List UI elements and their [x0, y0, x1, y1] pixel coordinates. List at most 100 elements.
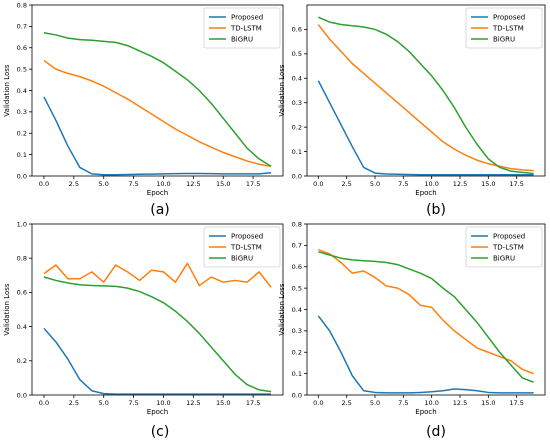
y-tick-label-d: 0.1 [292, 370, 302, 378]
y-axis-label-b: Validation Loss [278, 64, 286, 116]
x-tick-label-a: 10.0 [156, 180, 170, 188]
x-axis-label-b: Epoch [415, 189, 436, 197]
y-tick-label-d: 0.6 [292, 263, 302, 271]
legend-label-c-td-lstm: TD-LSTM [230, 244, 262, 252]
legend-label-d-td-lstm: TD-LSTM [492, 244, 524, 252]
legend-box-d [465, 226, 543, 268]
y-tick-label-d: 0.8 [292, 220, 302, 228]
plot-frame-b [306, 4, 546, 177]
legend-label-b-td-lstm: TD-LSTM [492, 25, 524, 33]
y-tick-label-b: 0.6 [292, 26, 302, 34]
y-tick-label-b: 0.0 [292, 172, 302, 180]
y-tick-label-a: 0.5 [17, 65, 27, 73]
x-axis-label-a: Epoch [147, 189, 168, 197]
y-tick-label-c: 0.6 [17, 289, 27, 297]
x-axis-label-c: Epoch [147, 408, 168, 416]
legend-label-a-td-lstm: TD-LSTM [230, 25, 262, 33]
legend-box-c [203, 226, 281, 268]
legend-box-a [203, 7, 281, 49]
x-tick-label-b: 12.5 [453, 180, 467, 188]
x-tick-label-a: 2.5 [69, 180, 79, 188]
x-tick-label-d: 7.5 [398, 399, 408, 407]
y-tick-label-c: 0.8 [17, 255, 27, 263]
legend-label-b-proposed: Proposed [493, 14, 525, 22]
legend-box-b [465, 7, 543, 49]
series-line-c-td-lstm [43, 262, 272, 288]
legend-label-a-bigru: BiGRU [231, 36, 253, 44]
legend-label-d-bigru: BiGRU [493, 255, 515, 263]
x-tick-label-d: 10.0 [424, 399, 438, 407]
legend-label-d-proposed: Proposed [493, 233, 525, 241]
series-line-d-bigru [318, 251, 534, 383]
series-line-c-bigru [43, 276, 272, 393]
y-tick-label-a: 0.1 [17, 151, 27, 159]
y-tick-label-a: 0.2 [17, 130, 27, 138]
series-line-d-td-lstm [318, 248, 534, 375]
x-tick-label-d: 12.5 [453, 399, 467, 407]
y-tick-label-a: 0.0 [17, 172, 27, 180]
x-tick-label-c: 7.5 [128, 399, 138, 407]
legend-label-c-proposed: Proposed [231, 233, 263, 241]
panel-caption-c: (c) [151, 424, 170, 440]
series-line-c-proposed [43, 327, 272, 395]
y-tick-label-b: 0.4 [292, 75, 302, 83]
x-tick-label-b: 15.0 [481, 180, 495, 188]
x-tick-label-b: 17.5 [509, 180, 523, 188]
y-axis-label-a: Validation Loss [3, 64, 11, 116]
x-tick-label-c: 0.0 [39, 399, 49, 407]
y-tick-label-b: 0.3 [292, 99, 302, 107]
x-tick-label-a: 0.0 [39, 180, 49, 188]
x-tick-label-b: 0.0 [313, 180, 323, 188]
legend-b: Proposed TD-LSTM BiGRU [465, 7, 543, 49]
y-tick-label-a: 0.6 [17, 44, 27, 52]
series-line-a-td-lstm [43, 59, 272, 168]
x-tick-label-d: 15.0 [481, 399, 495, 407]
x-tick-label-b: 2.5 [341, 180, 351, 188]
panel-caption-d: (d) [426, 424, 446, 440]
legend-label-c-bigru: BiGRU [231, 255, 253, 263]
series-line-a-bigru [43, 32, 272, 168]
y-tick-label-d: 0.4 [292, 306, 302, 314]
series-line-a-proposed [43, 96, 272, 176]
y-tick-label-d: 0.5 [292, 284, 302, 292]
y-tick-label-c: 1.0 [17, 220, 27, 228]
x-tick-label-b: 5.0 [370, 180, 380, 188]
x-tick-label-c: 5.0 [99, 399, 109, 407]
plot-frame-c [31, 223, 284, 396]
y-tick-label-d: 0.7 [292, 242, 302, 250]
series-line-d-proposed [317, 315, 534, 394]
x-tick-label-c: 10.0 [156, 399, 170, 407]
x-tick-label-a: 15.0 [216, 180, 230, 188]
y-tick-label-d: 0.0 [292, 391, 302, 399]
legend-c: Proposed TD-LSTM BiGRU [203, 226, 281, 268]
series-line-b-bigru [318, 16, 534, 175]
y-tick-label-b: 0.1 [292, 148, 302, 156]
y-tick-label-a: 0.7 [17, 23, 27, 31]
x-tick-label-d: 5.0 [370, 399, 380, 407]
x-tick-label-c: 2.5 [69, 399, 79, 407]
y-tick-label-c: 0.2 [17, 357, 27, 365]
legend-label-a-proposed: Proposed [231, 14, 263, 22]
x-tick-label-d: 2.5 [341, 399, 351, 407]
y-tick-label-a: 0.3 [17, 108, 27, 116]
panel-caption-a: (a) [150, 202, 170, 218]
y-tick-label-a: 0.8 [17, 1, 27, 9]
y-tick-label-c: 0.0 [17, 391, 27, 399]
y-tick-label-c: 0.4 [17, 323, 27, 331]
x-tick-label-a: 5.0 [99, 180, 109, 188]
y-axis-label-d: Validation Loss [278, 283, 286, 335]
chart-panel-a: 0.0 2.5 5.0 7.5 10.0 12.5 15.0 17.5 0.0 0.1 0.2 0.3… [3, 1, 284, 197]
y-tick-label-d: 0.3 [292, 327, 302, 335]
x-tick-label-a: 17.5 [246, 180, 260, 188]
legend-d: Proposed TD-LSTM BiGRU [465, 226, 543, 268]
x-tick-label-b: 7.5 [398, 180, 408, 188]
chart-panel-c: 0.0 2.5 5.0 7.5 10.0 12.5 15.0 17.5 0.0 0.2 0.4 0.6… [3, 220, 284, 416]
x-tick-label-c: 17.5 [246, 399, 260, 407]
chart-panel-b: 0.0 2.5 5.0 7.5 10.0 12.5 15.0 17.5 0.0 0.1 0.2 0.3… [278, 4, 546, 197]
series-line-b-proposed [317, 80, 534, 176]
chart-panel-d: 0.0 2.5 5.0 7.5 10.0 12.5 15.0 17.5 0.0 0.1 0.2 0.3… [278, 220, 546, 416]
x-tick-label-b: 10.0 [424, 180, 438, 188]
x-tick-label-c: 15.0 [216, 399, 230, 407]
y-tick-label-b: 0.2 [292, 123, 302, 131]
